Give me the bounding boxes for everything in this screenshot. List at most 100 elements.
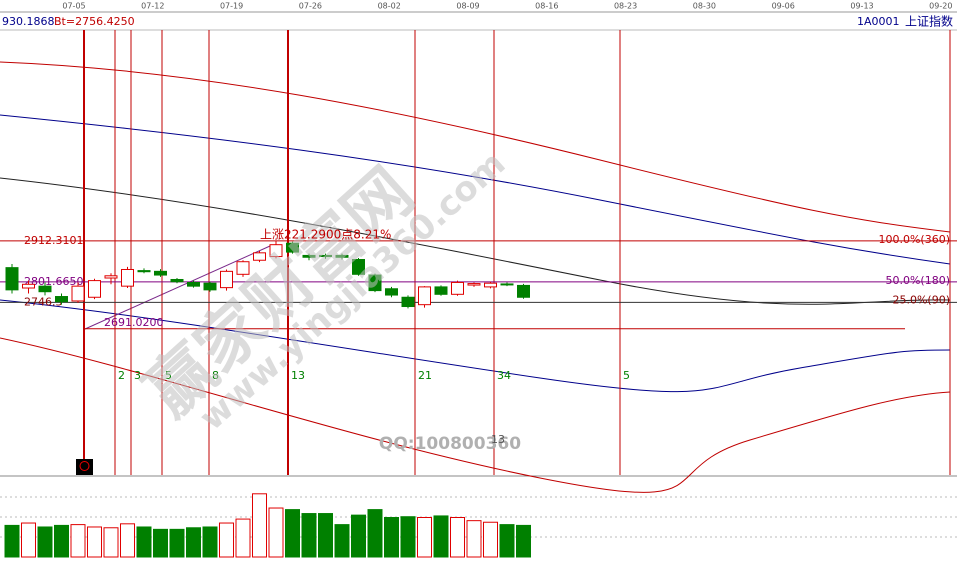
date-label: 07-19 [220,2,243,11]
candle-body [385,288,398,296]
date-label: 08-16 [535,2,558,11]
date-label: 08-09 [456,2,479,11]
volume-bar [219,522,234,558]
candle-body [451,281,464,295]
volume-bar [516,524,531,558]
candle-body [500,283,514,286]
date-label: 07-05 [62,2,85,11]
candle-body [137,270,151,273]
date-label: 08-23 [614,2,637,11]
fib-level-label: 50.0%(180) [885,274,950,287]
fib-number: 5 [623,369,630,382]
fib-number: 2 [118,369,125,382]
volume-bar [433,515,449,558]
candle-body [121,268,134,287]
volume-bar [136,526,152,558]
watermark-qq: QQ:100800360 [379,434,521,454]
volume-bar [169,528,185,558]
header-bt: Bt=2756.4250 [54,15,135,28]
ma-line [0,114,951,265]
candle-body [302,254,316,258]
candle-body [55,296,68,303]
fib-number: 3 [134,369,141,382]
date-label: 09-13 [850,2,873,11]
date-label: 08-02 [378,2,401,11]
volume-bar [417,517,432,558]
volume-bar [4,524,20,558]
candle-body [467,283,481,286]
volume-bar [268,507,284,558]
level-label: 2912.3101 [24,234,84,247]
fib-level-label: 100.0%(360) [878,233,950,246]
fib-number: 5 [165,369,172,382]
ma-line [0,177,951,305]
level-label: 2801.6650 [24,275,84,288]
candle-body [220,270,233,289]
candle-body [269,244,283,258]
date-label: 07-12 [141,2,164,11]
candle-body [203,282,217,291]
fib-number: 8 [212,369,219,382]
ma-line [0,299,951,393]
candle-body [286,242,299,253]
header-code: 1A0001 [857,15,900,28]
volume-bar [235,518,251,558]
volume-bar [103,527,119,558]
candle-body [335,254,349,258]
volume-bar [483,521,498,558]
fib-note: 13 [491,433,505,446]
date-label: 07-26 [299,2,322,11]
marker-box [76,459,93,475]
fib-number: 21 [418,369,432,382]
volume-bar [301,513,317,558]
level-label: 2746.3 [24,295,63,308]
volume-bar [186,527,201,558]
candle-body [517,284,530,298]
volume-bar [351,514,366,558]
volume-bar [54,524,69,558]
candle-body [352,258,365,275]
header-name: 上证指数 [905,14,953,29]
marker-icon [79,461,90,471]
candle-body [154,270,167,276]
fib-number: 13 [291,369,305,382]
candle-body [71,285,85,302]
candle-body [253,252,266,261]
candle-body [38,285,52,293]
candle-body [418,286,431,306]
candle-body [170,278,184,283]
fib-number: 34 [497,369,511,382]
fib-level-label: 25.0%(90) [892,293,950,306]
volume-bar [499,524,515,558]
volume-bar [37,526,53,558]
volume-bar [252,493,267,558]
candle-body [22,283,35,289]
volume-bar [367,509,383,558]
volume-bar [400,516,416,558]
volume-bar [384,517,399,558]
level-label: 2691.0200 [104,316,164,329]
lower-band [0,337,951,493]
candle-body [5,267,19,291]
volume-bar [285,509,300,558]
upper-band [0,61,951,233]
candle-body [319,254,332,258]
rise-annotation: 上涨221.2900点8.21% [260,227,391,242]
volume-bar [318,513,333,558]
candle-body [434,286,448,295]
candle-body [236,261,250,275]
volume-bar [21,522,36,558]
candle-body [88,280,101,298]
volume-bar [466,520,482,558]
volume-bar [70,524,86,558]
volume-bar [153,528,168,558]
volume-bar [87,526,102,558]
date-label: 08-30 [693,2,716,11]
trend-line [84,245,271,330]
candle-body [401,296,415,308]
candle-body [104,275,118,279]
header-value: 930.1868 [2,15,55,28]
volume-bar [202,526,218,558]
